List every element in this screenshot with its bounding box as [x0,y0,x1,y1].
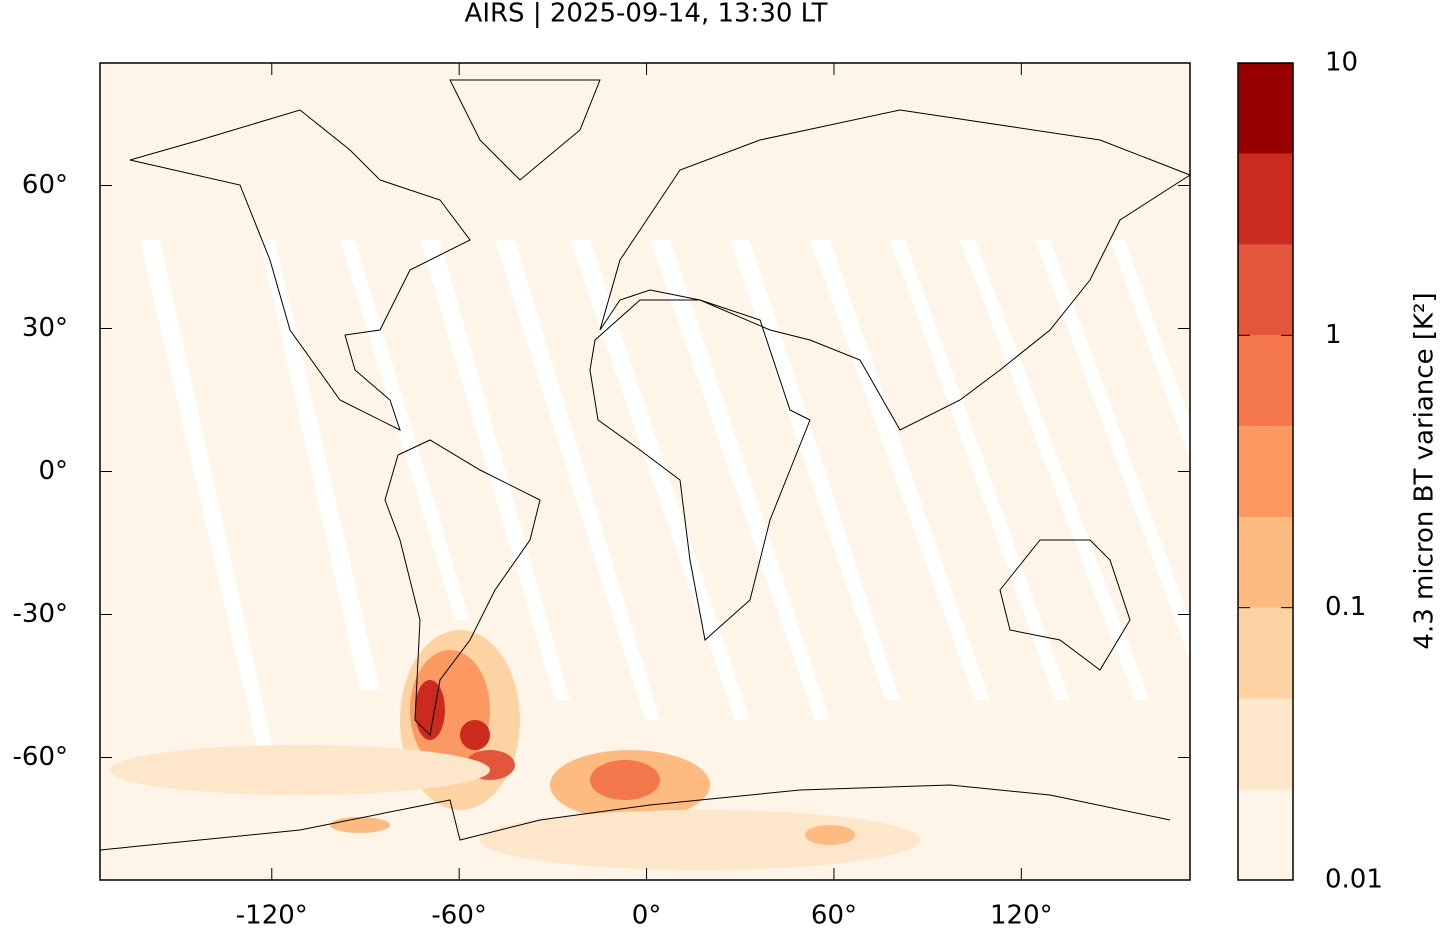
colorbar-tick-label: 0.1 [1325,592,1366,622]
swath-gap [730,240,900,700]
variance-patch [590,760,660,800]
colorbar-segment [1238,244,1293,336]
title: AIRS | 2025-09-14, 13:30 LT [465,0,828,29]
swath-gap [495,240,660,720]
colorbar-label: 4.3 micron BT variance [K²] [1410,292,1440,649]
variance-patch [330,817,390,833]
y-tick-label: 30° [22,313,68,343]
x-tick-label: -120° [236,901,308,930]
x-tick-label: -60° [431,901,486,930]
map-background [100,63,1190,880]
variance-patch [110,745,490,795]
colorbar-segment [1238,698,1293,790]
swath-gap [810,240,990,700]
swath-gap [890,240,1070,700]
swath-gap [340,240,470,620]
coastline [384,439,541,737]
y-tick-label: -30° [13,599,68,629]
coastline [999,539,1131,671]
colorbar-segment [1238,607,1293,699]
variance-patch [480,810,920,870]
x-tick-label: 120° [990,901,1053,930]
swath-gap [140,240,280,780]
colorbar-segment [1238,426,1293,518]
colorbar-tick-label: 10 [1325,48,1358,78]
colorbar-segment [1238,335,1293,427]
variance-field [110,630,920,870]
coastline [99,784,1171,851]
y-tick-label: 60° [22,170,68,200]
map-area [99,62,1192,881]
swath-gap [960,240,1150,700]
swath-gap [1110,240,1190,460]
colorbar-frame [1237,62,1294,881]
colorbar-tick-label: 0.01 [1325,865,1383,895]
coastline [449,79,601,181]
swath-gap [420,240,570,700]
colorbar-tick-label: 1 [1325,320,1342,350]
swath-gap [260,240,380,690]
coastline [589,299,811,641]
y-tick-label: 0° [38,456,68,486]
swath-gap [650,240,830,720]
variance-patch [460,720,490,750]
coastlines [99,79,1192,851]
coastline [599,109,1192,431]
y-tick-label: -60° [13,742,68,772]
swath-gap [570,240,750,720]
variance-patch [415,680,445,740]
colorbar-segment [1238,153,1293,245]
x-tick-label: 0° [632,901,662,930]
colorbar-segment [1238,517,1293,608]
colorbar-segment [1238,789,1293,880]
colorbar-segment [1238,63,1293,154]
data-gaps [140,240,1190,780]
variance-patch [805,825,855,845]
x-tick-label: 60° [811,901,857,930]
coastline [129,109,471,431]
swath-gap [1035,240,1190,660]
